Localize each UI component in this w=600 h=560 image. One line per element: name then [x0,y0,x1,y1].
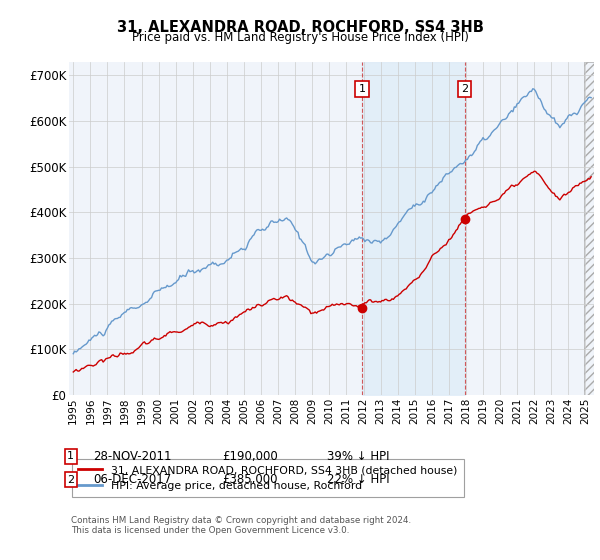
Text: 2: 2 [461,84,468,94]
Text: 1: 1 [67,451,74,461]
Text: 39% ↓ HPI: 39% ↓ HPI [327,450,389,463]
Text: 28-NOV-2011: 28-NOV-2011 [93,450,172,463]
Legend: 31, ALEXANDRA ROAD, ROCHFORD, SS4 3HB (detached house), HPI: Average price, deta: 31, ALEXANDRA ROAD, ROCHFORD, SS4 3HB (d… [72,459,464,497]
Text: Contains HM Land Registry data © Crown copyright and database right 2024.
This d: Contains HM Land Registry data © Crown c… [71,516,411,535]
Text: Price paid vs. HM Land Registry's House Price Index (HPI): Price paid vs. HM Land Registry's House … [131,31,469,44]
Text: 22% ↓ HPI: 22% ↓ HPI [327,473,389,487]
Text: 06-DEC-2017: 06-DEC-2017 [93,473,171,487]
Text: £190,000: £190,000 [222,450,278,463]
Text: 2: 2 [67,475,74,485]
Text: 31, ALEXANDRA ROAD, ROCHFORD, SS4 3HB: 31, ALEXANDRA ROAD, ROCHFORD, SS4 3HB [116,20,484,35]
Text: 1: 1 [358,84,365,94]
Text: £385,000: £385,000 [222,473,277,487]
